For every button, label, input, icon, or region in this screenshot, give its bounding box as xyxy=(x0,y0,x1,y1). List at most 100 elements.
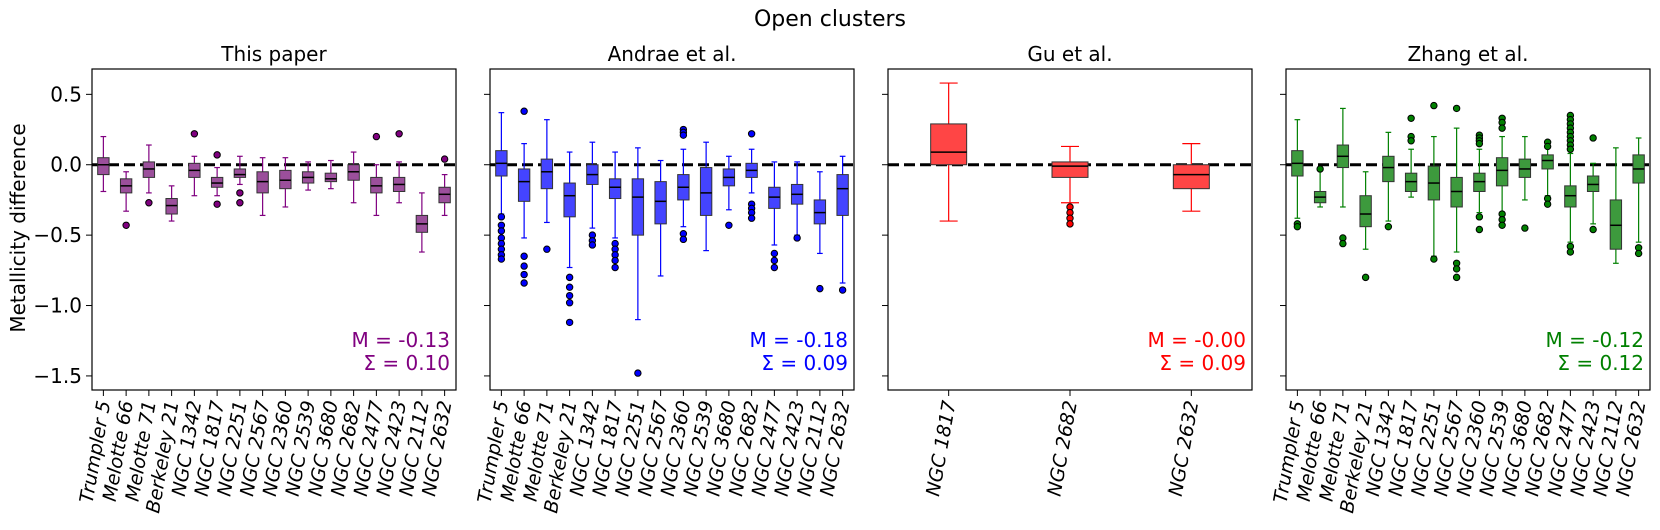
box-iqr xyxy=(540,158,554,190)
box-iqr xyxy=(631,178,645,236)
outlier-point xyxy=(145,199,153,207)
outlier-point xyxy=(213,151,221,159)
outlier-point xyxy=(1566,145,1575,153)
box-iqr xyxy=(654,181,667,225)
outlier-point xyxy=(1361,273,1370,282)
panel-title: Andrae et al. xyxy=(608,42,737,66)
box-ngc-2632 xyxy=(438,155,451,217)
outlier-point xyxy=(497,255,506,263)
box-ngc-2423 xyxy=(1586,134,1600,234)
outlier-point xyxy=(1498,221,1506,229)
box-iqr xyxy=(836,174,849,216)
outlier-point xyxy=(611,256,619,265)
box-ngc-2682 xyxy=(1051,145,1089,228)
box-ngc-2423 xyxy=(392,130,406,204)
box-iqr xyxy=(1172,164,1210,190)
box-melotte-66 xyxy=(119,171,133,229)
box-ngc-2539 xyxy=(301,161,315,191)
outlier-point xyxy=(565,291,574,300)
outlier-point xyxy=(520,279,528,287)
box-ngc-3680 xyxy=(324,159,338,190)
outlier-point xyxy=(565,318,574,327)
outlier-point xyxy=(1066,220,1074,228)
outlier-point xyxy=(816,284,824,293)
outlier-point xyxy=(1452,104,1461,113)
box-iqr xyxy=(1051,161,1089,178)
outlier-point xyxy=(565,273,574,282)
stat-sigma: Σ = 0.12 xyxy=(1557,351,1644,375)
box-berkeley-21 xyxy=(1359,171,1372,282)
box-iqr xyxy=(1382,155,1395,183)
outlier-point xyxy=(497,213,506,221)
box-ngc-2682 xyxy=(1541,138,1554,208)
stat-mean: M = -0.18 xyxy=(750,328,848,352)
outlier-point xyxy=(122,221,130,229)
outlier-point xyxy=(565,299,574,307)
box-ngc-2251 xyxy=(233,155,247,207)
stat-sigma: Σ = 0.10 xyxy=(363,351,450,375)
y-tick-label: −1.5 xyxy=(33,364,82,388)
box-iqr xyxy=(930,123,968,166)
box-iqr xyxy=(563,182,576,218)
box-ngc-1817 xyxy=(930,82,968,222)
box-berkeley-21 xyxy=(165,185,178,222)
y-tick-label: 0.0 xyxy=(50,153,82,177)
outlier-point xyxy=(1407,114,1415,122)
box-ngc-1342 xyxy=(586,141,599,249)
box-trumpler-5 xyxy=(97,135,110,193)
box-ngc-1817 xyxy=(608,151,622,272)
outlier-point xyxy=(1543,142,1552,151)
outlier-point xyxy=(747,130,756,138)
x-tick-label: NGC 1817 xyxy=(922,399,960,498)
box-ngc-2112 xyxy=(415,192,429,253)
box-ngc-2477 xyxy=(370,132,383,217)
outlier-point xyxy=(1498,124,1506,132)
outlier-point xyxy=(770,263,779,272)
outlier-point xyxy=(1316,165,1324,173)
box-ngc-2539 xyxy=(1495,114,1509,229)
outlier-point xyxy=(1452,265,1461,273)
outlier-point xyxy=(679,131,688,139)
outlier-point xyxy=(679,235,688,244)
outlier-point xyxy=(372,132,381,141)
panel-3: Gu et al. NGC 1817 NGC 2682 NGC 2632 M = -0.… xyxy=(882,42,1253,498)
box-ngc-2682 xyxy=(745,130,758,222)
panel-title: This paper xyxy=(220,42,327,66)
y-axis-label: Metallicity difference xyxy=(6,123,30,332)
stat-sigma: Σ = 0.09 xyxy=(761,351,848,375)
box-ngc-2632 xyxy=(1172,143,1210,212)
box-berkeley-21 xyxy=(563,151,576,327)
outlier-point xyxy=(190,130,199,138)
box-ngc-2112 xyxy=(813,171,827,293)
panel-title: Zhang et al. xyxy=(1407,42,1528,66)
outlier-point xyxy=(634,369,642,377)
box-iqr xyxy=(1359,195,1372,228)
box-ngc-1342 xyxy=(188,130,201,197)
stat-sigma: Σ = 0.09 xyxy=(1159,351,1246,375)
box-iqr xyxy=(699,167,713,216)
box-iqr xyxy=(608,178,622,200)
outlier-point xyxy=(213,200,221,208)
outlier-point xyxy=(1589,225,1597,234)
outlier-point xyxy=(236,189,244,197)
outlier-point xyxy=(770,256,779,265)
outlier-point xyxy=(1452,273,1461,282)
box-ngc-2567 xyxy=(256,157,269,217)
outlier-point xyxy=(520,107,528,115)
outlier-point xyxy=(1407,137,1415,145)
box-trumpler-5 xyxy=(1291,119,1304,231)
box-melotte-71 xyxy=(540,119,554,253)
outlier-point xyxy=(611,263,619,272)
box-ngc-2251 xyxy=(631,147,645,377)
outlier-point xyxy=(588,241,597,249)
y-tick-label: 0.5 xyxy=(50,82,82,106)
box-ngc-2360 xyxy=(677,125,690,244)
plot-frame xyxy=(91,68,457,391)
box-iqr xyxy=(1495,157,1509,187)
box-ngc-2567 xyxy=(1450,104,1463,282)
panel-title: Gu et al. xyxy=(1027,42,1112,66)
outlier-point xyxy=(440,155,449,163)
outlier-point xyxy=(520,262,528,270)
